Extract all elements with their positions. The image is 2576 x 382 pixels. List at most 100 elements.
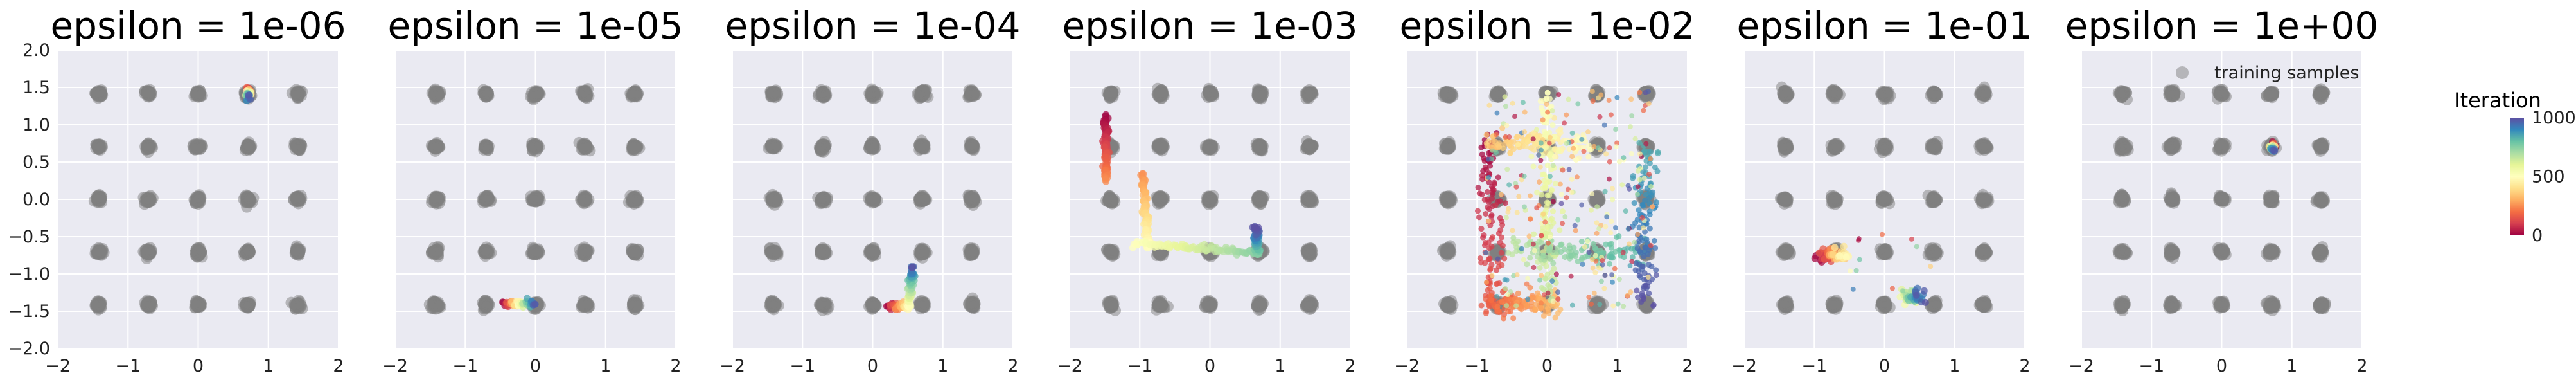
x-tick-label: 0 [1204,356,1215,376]
training-sample-point [578,193,590,205]
training-sample-point [917,301,930,313]
training-sample-point [820,243,832,255]
training-sample-point [628,87,640,100]
training-sample-point [190,191,202,203]
y-tick-label: 1.5 [22,78,50,98]
training-sample-point [766,248,778,260]
training-sample-point [966,298,978,310]
training-sample-point [245,140,258,152]
x-tick-label: 2 [1345,356,1355,376]
training-sample-point [818,136,831,148]
panel-title: epsilon = 1e-03 [1063,4,1358,48]
training-sample-point [294,139,306,151]
trajectory-point [245,91,252,99]
training-sample-point [1253,296,1266,308]
x-tick-label: −1 [1127,356,1152,376]
panel-title: epsilon = 1e-04 [725,4,1021,48]
training-sample-point [194,299,206,311]
training-sample-point [1105,87,1117,100]
training-sample-point [1302,296,1314,309]
panel-3: epsilon = 1e-04−2 −1 0 1 2 [719,4,1020,376]
x-tick-label: −1 [115,356,141,376]
training-sample-point [864,140,876,152]
training-sample-point [869,298,881,310]
x-tick-label: 2 [670,356,681,376]
training-sample-point [89,87,101,99]
training-sample-point [816,298,829,311]
training-sample-point [1251,141,1264,153]
training-sample-point [1107,244,1120,256]
training-sample-point [966,245,978,257]
training-sample-point [1205,86,1217,98]
training-sample-point [1152,82,1164,95]
trajectory-point [531,300,539,308]
training-sample-point [574,244,586,256]
training-sample-point [290,242,303,255]
training-sample-point [481,246,493,258]
x-tick-label: 1 [1275,356,1285,376]
x-tick-label: 0 [530,356,541,376]
training-sample-point [1442,248,1454,260]
x-tick-label: 2 [1007,356,1018,376]
panel-1: epsilon = 1e-06−2 −1 0 1 22.01.51.00.50.0−0.… [8,4,346,376]
training-sample-point [770,196,782,208]
training-sample-point [1156,137,1168,149]
panel-5: epsilon = 1e-02−2 −1 0 1 2 [1394,4,1695,376]
training-sample-point [527,93,540,105]
x-tick-label: −2 [719,356,745,376]
training-sample-point [629,246,641,258]
training-sample-point [93,143,105,156]
training-sample-point [482,140,495,152]
training-sample-point [1252,192,1264,204]
training-sample-point [430,192,442,204]
x-tick-label: −1 [452,356,478,376]
training-sample-point [528,245,540,257]
trajectory-point [1102,176,1109,184]
training-sample-point [1303,193,1316,205]
x-tick-label: 0 [193,356,204,376]
training-sample-point [578,86,590,98]
y-tick-label: −1.5 [8,302,50,322]
training-sample-point [96,300,108,313]
trajectory-point [1251,223,1258,231]
x-tick-label: 2 [1682,356,1693,376]
y-tick-label: 1.0 [22,115,50,135]
training-sample-point [432,246,444,258]
training-sample-point [1102,194,1115,206]
training-sample-point [864,191,876,203]
training-sample-point [915,249,928,261]
training-sample-point [1253,87,1265,100]
training-sample-point [433,89,445,102]
x-tick-label: −2 [1394,356,1420,376]
training-sample-point [917,143,930,155]
x-tick-label: −2 [1057,356,1082,376]
training-sample-point [1442,299,1454,311]
training-sample-point [1201,300,1213,312]
training-sample-point [764,140,777,152]
training-sample-point [142,196,154,208]
trajectory-point [908,264,916,271]
training-sample-point [581,298,593,311]
training-sample-point [144,140,156,152]
training-sample-point [629,141,641,154]
training-sample-point [527,195,540,207]
y-tick-label: −1.0 [8,264,50,284]
x-tick-label: 2 [333,356,344,376]
training-sample-point [238,300,250,313]
training-sample-point [1301,246,1314,258]
training-sample-point [190,250,202,262]
panel-title: epsilon = 1e-06 [51,4,346,48]
training-sample-point [817,89,829,101]
training-sample-point [579,138,592,150]
y-tick-label: −2.0 [8,339,50,359]
training-sample-point [477,194,490,206]
training-sample-point [969,194,981,206]
panel-title: epsilon = 1e-02 [1400,4,1695,48]
x-tick-label: −1 [1464,356,1490,376]
y-tick-label: 0.5 [22,152,50,172]
y-tick-label: 0.0 [22,190,50,210]
x-tick-label: 1 [263,356,274,376]
x-tick-label: 0 [867,356,878,376]
training-sample-point [867,86,879,98]
x-tick-label: −1 [790,356,815,376]
